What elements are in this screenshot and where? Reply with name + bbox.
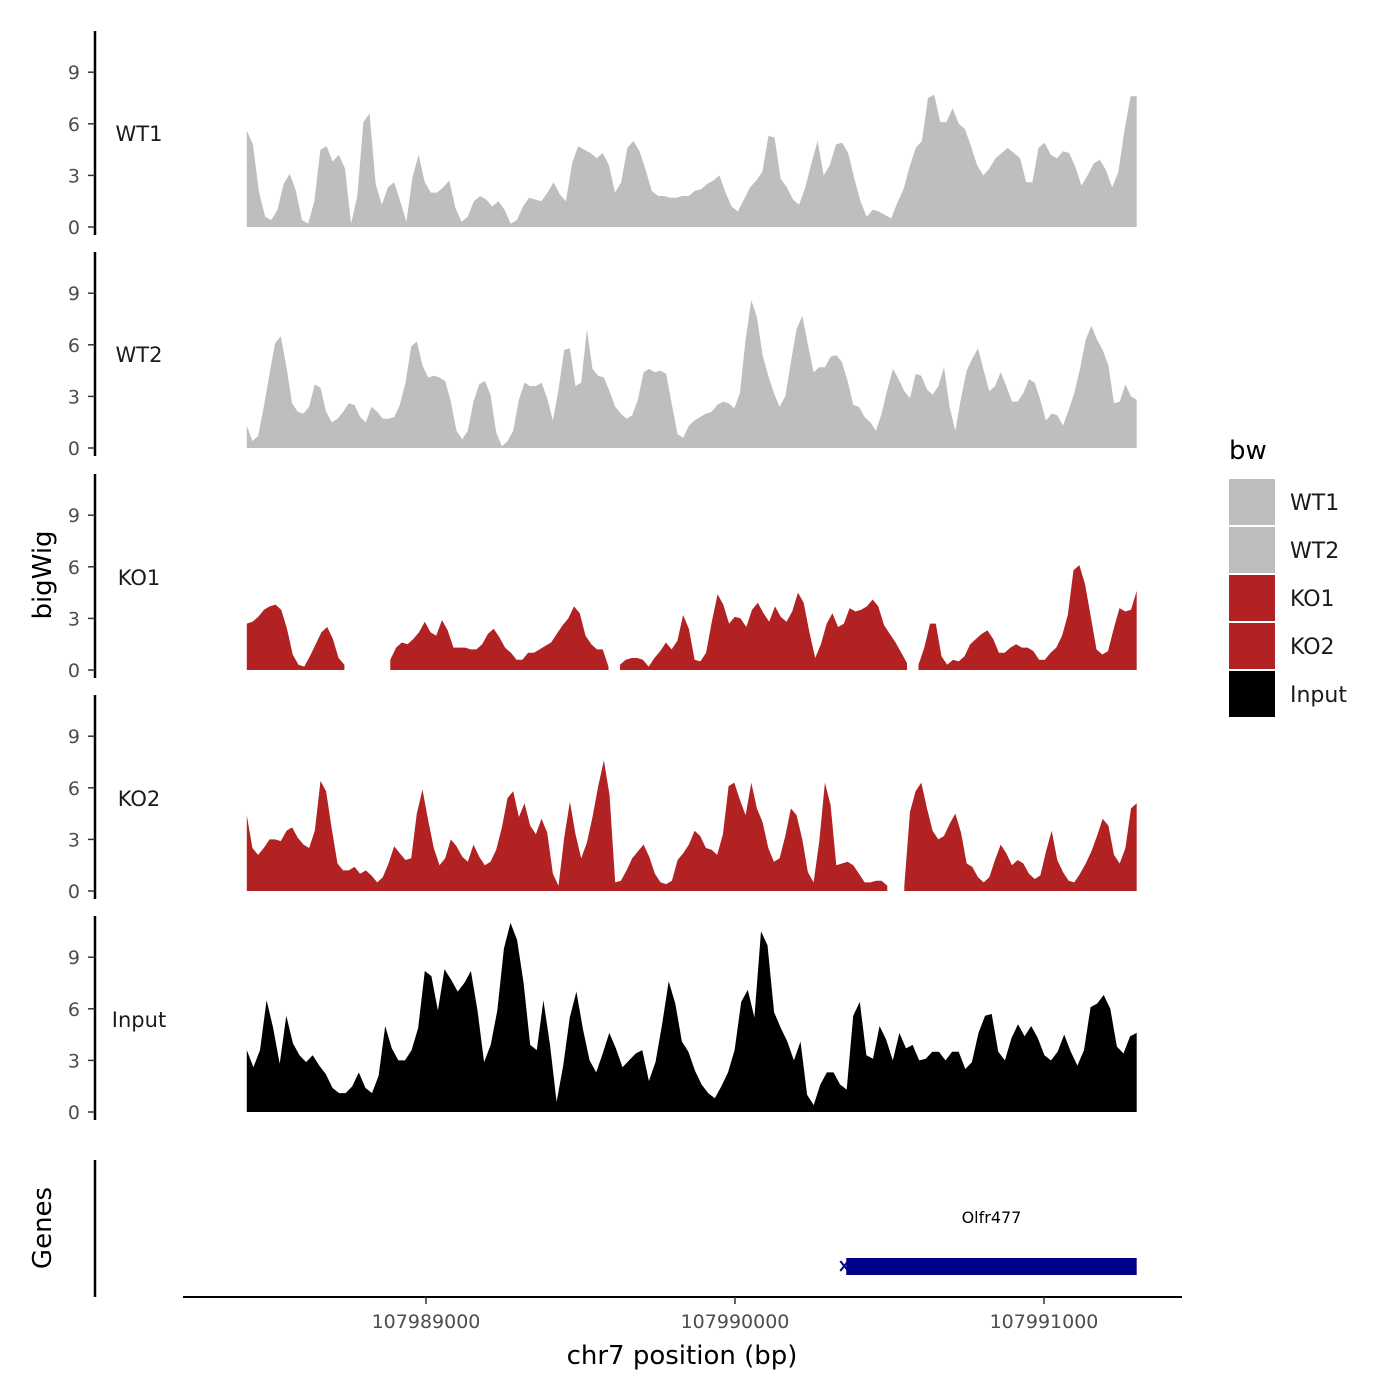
gene-track: Genes Olfr477 [28,1160,1137,1297]
track-ko1: 0 3 6 9 KO1 [68,474,1137,682]
legend-label: WT1 [1290,491,1339,516]
legend-swatch [1229,671,1275,717]
y-tick-label: 9 [68,947,80,969]
genes-axis-title: Genes [28,1187,58,1269]
coverage-tracks: 0 3 6 9 WT1 0 3 6 9 WT2 0 3 6 9 KO1 0 3 6 9 KO2 0 3 6 9 Input [68,31,1137,1124]
legend: bw WT1 WT2 KO1 KO2 Input [1229,436,1347,717]
legend-label: KO2 [1290,635,1335,660]
area-segment [918,565,1137,670]
track-label: KO1 [118,566,161,590]
y-tick-label: 3 [68,829,80,851]
gene-olfr477: Olfr477 [839,1208,1137,1275]
y-tick-label: 0 [68,881,80,903]
area-segment [246,604,345,670]
track-input: 0 3 6 9 Input [68,916,1137,1124]
y-tick-label: 0 [68,660,80,682]
track-wt2: 0 3 6 9 WT2 [68,252,1137,460]
y-tick-label: 6 [68,778,80,800]
legend-item-wt2: WT2 [1229,527,1339,573]
legend-label: Input [1290,683,1347,708]
y-tick-label: 9 [68,505,80,527]
area-segment [246,760,888,891]
y-axis-title: bigWig [28,530,58,619]
track-label: WT1 [116,122,163,146]
legend-item-input: Input [1229,671,1347,717]
track-wt1: 0 3 6 9 WT1 [68,31,1137,239]
track-label: KO2 [118,787,161,811]
y-tick-label: 6 [68,114,80,136]
gene-label: Olfr477 [962,1208,1022,1227]
legend-label: WT2 [1290,539,1339,564]
legend-item-wt1: WT1 [1229,479,1339,525]
track-ko2: 0 3 6 9 KO2 [68,695,1137,903]
legend-label: KO1 [1290,587,1335,612]
x-tick-label: 107991000 [990,1311,1099,1333]
area-segment [246,94,1137,227]
y-tick-label: 6 [68,335,80,357]
y-tick-label: 3 [68,165,80,187]
gene-body [846,1258,1137,1275]
area-segment [246,922,1137,1112]
x-axis-title: chr7 position (bp) [567,1341,798,1371]
area-segment [620,592,907,670]
legend-swatch [1229,527,1275,573]
y-tick-label: 6 [68,999,80,1021]
y-tick-label: 9 [68,62,80,84]
track-label: WT2 [116,343,163,367]
y-tick-label: 0 [68,217,80,239]
area-segment [246,300,1137,448]
y-tick-label: 6 [68,557,80,579]
strand-marker [839,1260,850,1272]
legend-swatch [1229,479,1275,525]
y-tick-label: 3 [68,1050,80,1072]
legend-item-ko1: KO1 [1229,575,1335,621]
y-tick-label: 3 [68,608,80,630]
y-tick-label: 9 [68,283,80,305]
y-tick-label: 3 [68,386,80,408]
area-segment [904,782,1137,891]
y-tick-label: 9 [68,726,80,748]
x-tick-label: 107990000 [681,1311,790,1333]
track-label: Input [112,1008,166,1032]
legend-swatch [1229,575,1275,621]
x-tick-label: 107989000 [372,1311,481,1333]
y-tick-label: 0 [68,438,80,460]
legend-title: bw [1229,436,1267,466]
legend-swatch [1229,623,1275,669]
y-tick-label: 0 [68,1102,80,1124]
x-axis: chr7 position (bp) 107989000 107990000 107… [183,1296,1182,1371]
legend-item-ko2: KO2 [1229,623,1335,669]
area-segment [390,606,609,670]
